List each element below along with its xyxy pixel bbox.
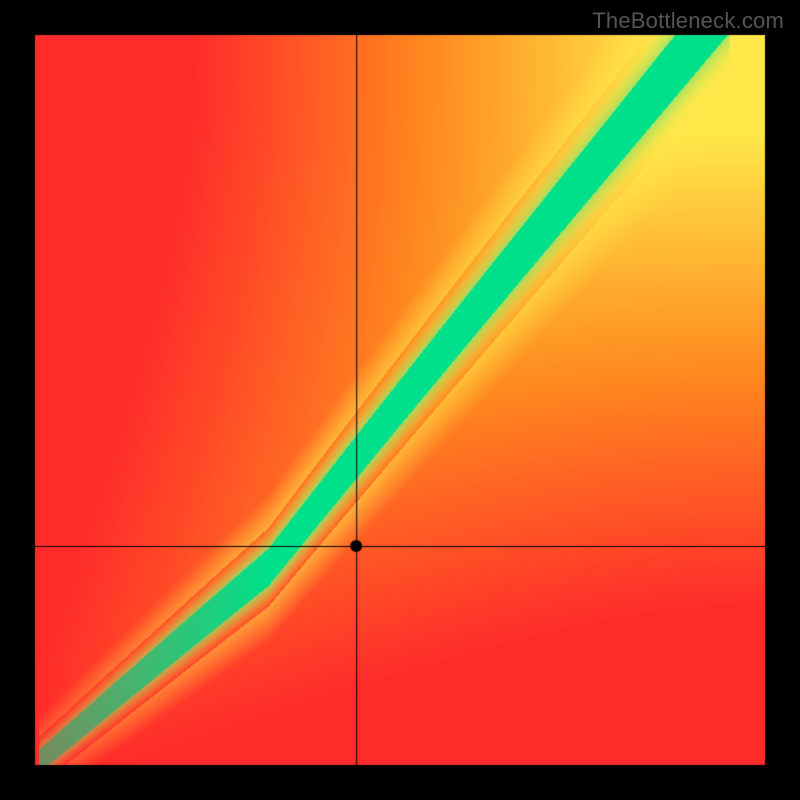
attribution-text: TheBottleneck.com [592, 8, 784, 34]
chart-container: TheBottleneck.com [0, 0, 800, 800]
heatmap-canvas [0, 0, 800, 800]
plot-area [0, 0, 800, 800]
